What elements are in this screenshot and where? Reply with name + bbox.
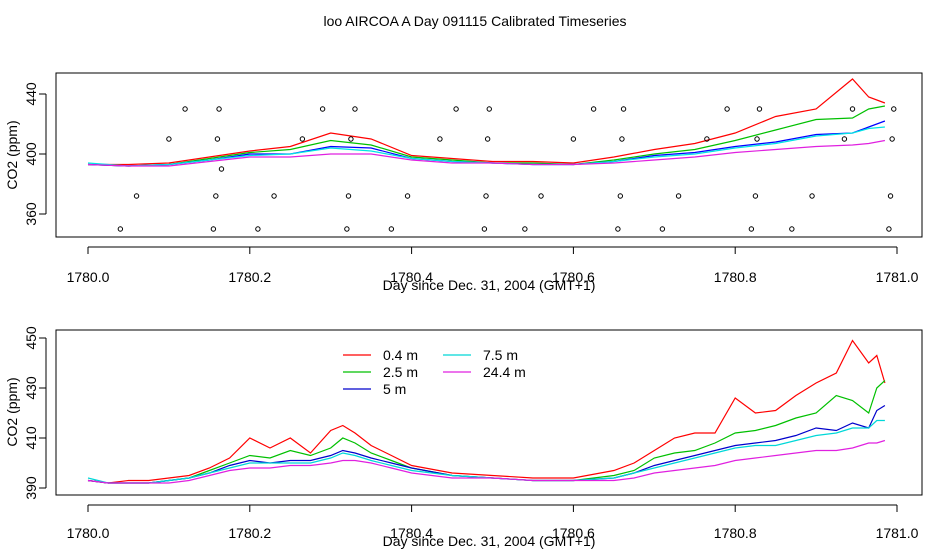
- y-tick-label: 400: [23, 142, 39, 166]
- series-line: [87, 419, 885, 484]
- data-point: [619, 136, 625, 142]
- y-axis-label: CO2 (ppm): [4, 120, 20, 189]
- data-point: [483, 193, 489, 199]
- data-point: [570, 136, 577, 142]
- data-point: [345, 193, 352, 199]
- figure-title: loo AIRCOA A Day 091115 Calibrated Times…: [324, 13, 627, 29]
- legend-label: 2.5 m: [383, 364, 418, 380]
- x-tick-label: 1781.0: [876, 269, 919, 285]
- y-axis-label: CO2 (ppm): [4, 377, 20, 446]
- data-point: [182, 106, 188, 112]
- markers: [117, 106, 897, 232]
- y-tick-label: 430: [23, 376, 39, 400]
- series-line: [87, 439, 886, 484]
- x-axis-label: Day since Dec. 31, 2004 (GMT+1): [383, 533, 596, 549]
- data-point: [617, 193, 624, 199]
- data-point: [404, 193, 411, 199]
- data-point: [218, 166, 225, 172]
- y-tick-label: 360: [23, 202, 39, 226]
- legend-label: 5 m: [383, 381, 406, 397]
- data-point: [752, 193, 759, 199]
- data-point: [486, 106, 492, 112]
- series-line: [87, 105, 886, 167]
- data-point: [659, 226, 666, 232]
- data-point: [271, 193, 277, 199]
- x-axis-label: Day since Dec. 31, 2004 (GMT+1): [383, 277, 596, 293]
- series-line: [87, 139, 886, 167]
- legend: 0.4 m2.5 m5 m 7.5 m24.4 m: [343, 347, 526, 397]
- y-tick-label: 390: [23, 476, 39, 500]
- data-point: [255, 226, 261, 232]
- data-point: [484, 136, 491, 142]
- x-axis: 1780.0 1780.2 1780.4 1780.6 1780.8 1781.0: [67, 246, 919, 285]
- x-tick-label: 1780.6: [552, 269, 595, 285]
- legend-label: 0.4 m: [383, 347, 418, 363]
- data-point: [748, 226, 755, 232]
- x-tick-label: 1780.4: [390, 269, 433, 285]
- data-point: [841, 136, 848, 142]
- y-tick-label: 450: [23, 326, 39, 350]
- legend-label: 7.5 m: [483, 347, 518, 363]
- plot-frame: [55, 72, 923, 238]
- data-point: [299, 136, 306, 142]
- data-point: [453, 106, 459, 112]
- data-point: [590, 106, 597, 112]
- data-point: [754, 136, 760, 142]
- data-point: [213, 193, 219, 199]
- data-point: [216, 106, 222, 112]
- data-point: [809, 193, 815, 199]
- series-line: [87, 380, 886, 484]
- data-point: [352, 106, 358, 112]
- x-tick-label: 1780.2: [228, 525, 271, 541]
- data-point: [117, 226, 124, 232]
- data-point: [889, 136, 895, 142]
- x-tick-label: 1780.6: [552, 525, 595, 541]
- data-point: [789, 226, 795, 232]
- plot-frame: [55, 329, 923, 496]
- series-line: [88, 78, 886, 166]
- data-point: [166, 136, 172, 142]
- data-point: [319, 106, 326, 112]
- data-point: [756, 106, 763, 112]
- x-tick-label: 1780.4: [390, 525, 433, 541]
- data-point: [538, 193, 544, 199]
- data-point: [886, 226, 892, 232]
- data-point: [522, 226, 528, 232]
- y-tick-label: 440: [23, 82, 39, 106]
- data-point: [210, 226, 217, 232]
- x-tick-label: 1781.0: [876, 525, 919, 541]
- series-line: [87, 339, 886, 484]
- x-tick-label: 1780.8: [714, 269, 757, 285]
- y-axis: 390 410 430 450: [23, 326, 47, 500]
- legend-label: 24.4 m: [483, 364, 526, 380]
- data-point: [348, 136, 354, 142]
- x-tick-label: 1780.2: [228, 269, 271, 285]
- data-point: [388, 226, 395, 232]
- x-tick-label: 1780.8: [714, 525, 757, 541]
- data-point: [704, 136, 710, 142]
- data-point: [849, 106, 856, 112]
- data-point: [344, 226, 350, 232]
- data-point: [620, 106, 627, 112]
- data-point: [887, 193, 894, 199]
- data-point: [675, 193, 682, 199]
- x-axis: 1780.0 1780.2 1780.4 1780.6 1780.8 1781.0: [67, 504, 919, 541]
- data-point: [481, 226, 488, 232]
- panel-bottom: 1780.0 1780.2 1780.4 1780.6 1780.8 1781.0 390…: [4, 326, 923, 549]
- data-point: [214, 136, 221, 142]
- data-point: [891, 106, 897, 112]
- x-tick-label: 1780.0: [67, 269, 110, 285]
- series-lines: [87, 339, 886, 484]
- panel-top: 1780.0 1780.2 1780.4 1780.6 1780.8 1781.0 360…: [4, 72, 923, 293]
- data-point: [615, 226, 621, 232]
- data-point: [437, 136, 443, 142]
- y-tick-label: 410: [23, 426, 39, 450]
- series-lines: [87, 78, 886, 167]
- data-point: [724, 106, 730, 112]
- data-point: [133, 193, 140, 199]
- x-tick-label: 1780.0: [67, 525, 110, 541]
- y-axis: 360 400 440: [23, 82, 47, 226]
